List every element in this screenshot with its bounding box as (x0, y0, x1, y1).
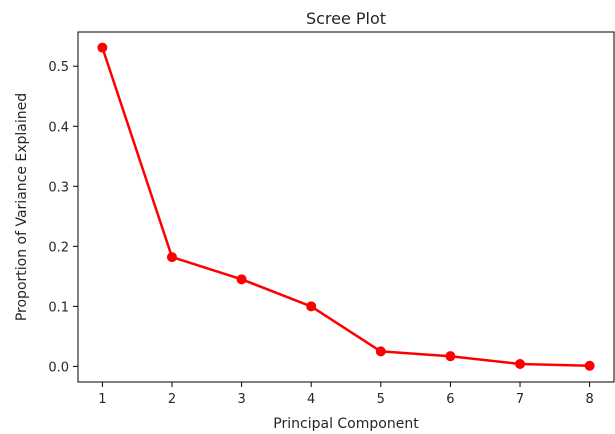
data-point (166, 252, 177, 263)
data-point (375, 346, 386, 357)
y-tick-label: 0.1 (48, 300, 69, 315)
x-tick-label: 8 (585, 392, 593, 407)
data-point (445, 351, 456, 362)
y-tick-label: 0.0 (48, 360, 69, 375)
x-tick-label: 1 (98, 392, 106, 407)
data-point (584, 360, 595, 371)
y-axis: 0.0 0.1 0.2 0.3 0.4 0.5 (48, 60, 78, 375)
x-tick-label: 2 (168, 392, 176, 407)
x-tick-label: 5 (377, 392, 385, 407)
series-points (97, 42, 595, 371)
x-tick-label: 7 (516, 392, 524, 407)
x-tick-label: 6 (446, 392, 454, 407)
x-axis: 1 2 3 4 5 6 7 8 (98, 382, 594, 407)
x-tick-label: 4 (307, 392, 315, 407)
plot-area-frame (77, 31, 615, 383)
y-tick-label: 0.3 (48, 180, 69, 195)
chart-title: Scree Plot (306, 9, 386, 28)
series-line (101, 47, 590, 368)
data-point (97, 42, 108, 53)
y-tick-label: 0.5 (48, 60, 69, 75)
y-axis-label: Proportion of Variance Explained (14, 93, 30, 321)
x-tick-label: 3 (237, 392, 245, 407)
data-point (306, 301, 317, 312)
y-tick-label: 0.4 (48, 120, 69, 135)
data-point (515, 358, 526, 369)
y-tick-label: 0.2 (48, 240, 69, 255)
x-axis-label: Principal Component (273, 416, 419, 432)
data-point (236, 274, 247, 285)
